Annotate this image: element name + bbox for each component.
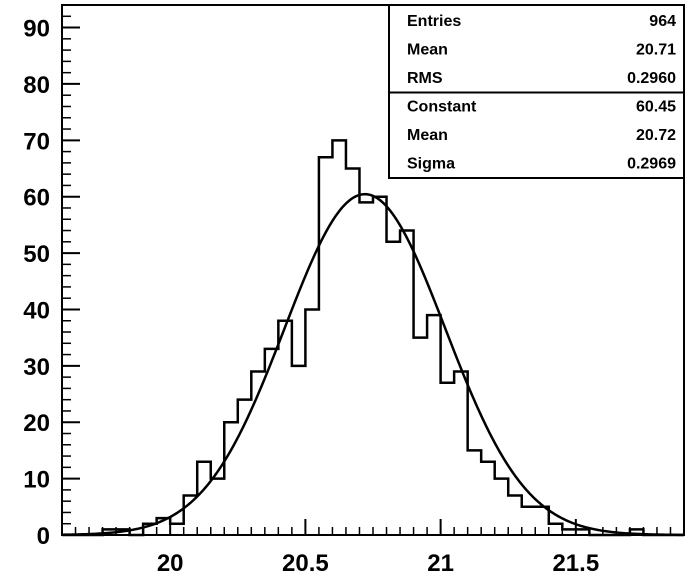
y-tick-label: 80 (23, 72, 50, 99)
y-tick-label: 90 (23, 16, 50, 43)
histogram-bin (319, 157, 333, 535)
stats-value: 964 (649, 13, 676, 30)
histogram-bin (265, 349, 279, 535)
histogram-bin (278, 321, 292, 535)
histogram-bin (346, 169, 360, 535)
histogram-bin (197, 462, 211, 535)
histogram-bin (292, 366, 306, 535)
histogram-bin (454, 371, 468, 535)
histogram-bin (305, 309, 319, 535)
x-tick-label: 20 (157, 550, 184, 577)
y-tick-label: 40 (23, 297, 50, 324)
stats-label: Constant (407, 99, 477, 116)
histogram-layer (62, 139, 684, 537)
axes-layer: 20 20.5 21 21.5 0 10 20 30 40 50 60 70 80 90 (23, 4, 672, 577)
stats-box: Entries 964 Mean 20.71 RMS 0.2960 Constant 60.4… (388, 4, 685, 179)
histogram-bin (400, 231, 414, 535)
stats-label: Mean (407, 127, 448, 144)
histogram-bin (508, 496, 522, 535)
histogram-bin (414, 338, 428, 535)
x-tick-label: 21 (427, 550, 454, 577)
histogram-bin (373, 197, 387, 535)
y-tick-label: 20 (23, 410, 50, 437)
histogram-bin (211, 479, 225, 535)
histogram-bin (481, 462, 495, 535)
y-tick-label: 70 (23, 128, 50, 155)
histogram-bin (495, 479, 509, 535)
histogram-bin (468, 450, 482, 535)
histogram-bin (238, 400, 252, 535)
stats-label: Sigma (407, 156, 455, 173)
histogram-bin (549, 524, 563, 535)
y-tick-label: 0 (37, 523, 50, 550)
histogram-outline (62, 139, 684, 537)
x-tick-label: 20.5 (282, 550, 329, 577)
stats-value: 0.2960 (627, 70, 676, 87)
histogram-bin (522, 507, 536, 535)
histogram-bin (387, 242, 401, 535)
histogram-bin (535, 507, 549, 535)
histogram-bin (441, 383, 455, 535)
histogram-bin (170, 524, 184, 535)
histogram-bin (427, 315, 441, 535)
stats-label: Entries (407, 13, 461, 30)
y-tick-label: 60 (23, 185, 50, 212)
histogram-bin (332, 140, 346, 535)
stats-value: 60.45 (636, 99, 676, 116)
y-tick-label: 30 (23, 354, 50, 381)
histogram-bin (359, 202, 373, 535)
stats-label: RMS (407, 70, 443, 87)
stats-value: 0.2969 (627, 156, 676, 173)
stats-label: Mean (407, 42, 448, 59)
x-tick-label: 21.5 (552, 550, 599, 577)
y-tick-label: 10 (23, 467, 50, 494)
gaussian-fit-curve (61, 192, 685, 537)
y-tick-label: 50 (23, 241, 50, 268)
stats-value: 20.72 (636, 127, 676, 144)
gaussian-fit-layer (61, 192, 685, 537)
stats-value: 20.71 (636, 42, 676, 59)
